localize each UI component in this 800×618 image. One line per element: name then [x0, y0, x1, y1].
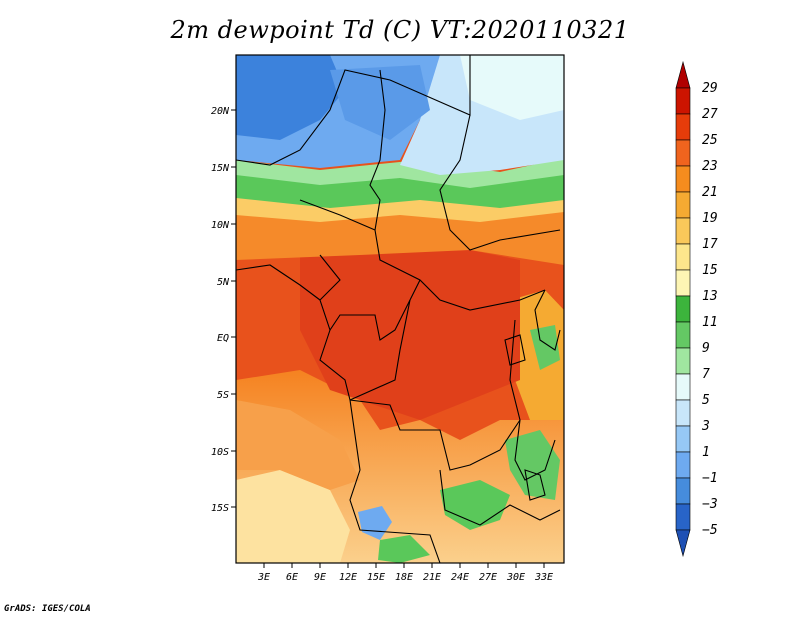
lat-axis: 20N 15N 10N 5N EQ 5S 10S 15S: [211, 106, 236, 514]
lat-label: EQ: [217, 333, 229, 344]
lon-label: 6E: [286, 572, 298, 583]
colorbar-segment: [675, 139, 691, 167]
lat-label: 5S: [217, 390, 229, 401]
colorbar-label: 19: [702, 211, 718, 226]
colorbar-label: 11: [702, 315, 718, 330]
colorbar-segment: [675, 269, 691, 297]
lat-label: 20N: [211, 106, 230, 117]
lon-label: 21E: [423, 572, 441, 583]
colorbar-segment: [675, 321, 691, 349]
field-paleblue-ne: [460, 55, 564, 120]
lat-label: 15N: [211, 163, 230, 174]
lat-label: 15S: [211, 503, 229, 514]
lon-axis: 3E 6E 9E 12E 15E 18E 21E 24E 27E 30E 33E: [257, 563, 553, 583]
lat-label: 10N: [211, 220, 230, 231]
colorbar-label: 21: [702, 185, 718, 200]
colorbar-label: 3: [701, 419, 710, 434]
field-central-red: [300, 240, 520, 420]
colorbar-label: 9: [702, 341, 710, 356]
colorbar-label: 27: [702, 107, 718, 122]
lat-label: 10S: [211, 447, 229, 458]
lon-label: 30E: [506, 572, 525, 583]
colorbar-segment: [675, 217, 691, 245]
colorbar-label: 23: [702, 159, 718, 174]
colorbar-label: 5: [702, 393, 710, 408]
colorbar-label: 13: [702, 289, 718, 304]
field-lightgreen-belt: [236, 158, 564, 188]
field-band-yellow: [236, 192, 564, 222]
colorbar-label: 1: [702, 445, 710, 460]
country-borders: [236, 55, 561, 563]
lon-label: 27E: [479, 572, 497, 583]
colorbar-label: 17: [702, 237, 718, 252]
colorbar-segment: [675, 191, 691, 219]
lon-label: 24E: [451, 572, 469, 583]
colorbar-label: 29: [702, 81, 718, 96]
chart-title: 2m dewpoint Td (C) VT:2020110321: [170, 16, 630, 44]
lon-label: 9E: [314, 572, 326, 583]
colorbar-segment: [675, 347, 691, 375]
colorbar-label: 7: [702, 367, 710, 382]
field-west-lightorange: [236, 400, 360, 490]
field-green-south-2: [505, 430, 560, 500]
colorbar-segment: [675, 60, 691, 89]
map-frame: [235, 54, 565, 564]
lon-label: 12E: [339, 572, 357, 583]
colorbar-segment: [675, 373, 691, 401]
field-blue-center: [330, 65, 430, 140]
colorbar-segment: [675, 529, 691, 558]
field-east-green: [530, 325, 560, 370]
field-green-belt: [236, 170, 564, 208]
colorbar-segment: [675, 503, 691, 531]
colorbar-segment: [675, 243, 691, 271]
lon-label: 15E: [367, 572, 385, 583]
colorbar-segment: [675, 295, 691, 323]
colorbar-segment: [675, 451, 691, 479]
colorbar: 29 27 25 23 21 19 17 15 13 11 9 7 5 3 1 −1 −3 −5: [675, 60, 718, 558]
colorbar-label: −5: [702, 523, 718, 538]
colorbar-label: 25: [702, 133, 718, 148]
lon-label: 3E: [257, 572, 270, 583]
field-deepblue-nw: [236, 55, 345, 140]
colorbar-segment: [675, 87, 691, 115]
colorbar-label: −3: [702, 497, 718, 512]
field-southwest-yellow: [236, 470, 350, 563]
colorbar-segment: [675, 425, 691, 453]
colorbar-label: −1: [702, 471, 718, 486]
colorbar-segment: [675, 399, 691, 427]
colorbar-segment: [675, 165, 691, 193]
credit-label: GrADS: IGES/COLA: [4, 604, 91, 614]
colorbar-segment: [675, 477, 691, 505]
lon-label: 18E: [395, 572, 413, 583]
colorbar-label: 15: [702, 263, 718, 278]
dewpoint-field: [236, 55, 564, 563]
field-green-south-1: [440, 480, 510, 530]
lon-label: 33E: [534, 572, 553, 583]
field-green-south-3: [378, 535, 430, 563]
lat-label: 5N: [217, 277, 230, 288]
colorbar-segment: [675, 113, 691, 141]
